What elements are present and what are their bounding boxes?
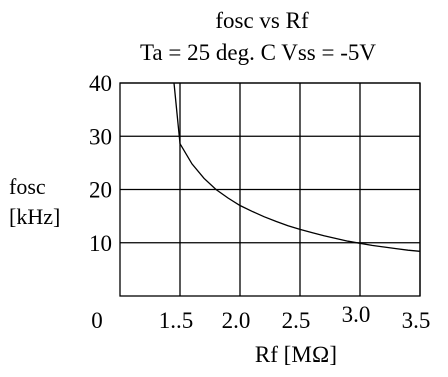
grid-lines [120,82,421,296]
chart-title: fosc vs Rf [215,8,309,33]
y-axis-label-line1: fosc [9,174,46,199]
y-axis-label-line2: [kHz] [9,204,60,229]
y-tick-label: 10 [89,231,112,256]
series-layer [173,82,421,252]
x-tick-label: 2.5 [282,308,311,333]
x-tick-label: 3.0 [342,302,371,327]
y-tick-label: 20 [89,178,112,203]
chart-subtitle: Ta = 25 deg. C Vss = -5V [140,40,376,65]
y-tick-label: 40 [89,71,112,96]
y-tick-labels: 10 20 30 40 [89,71,112,256]
x-axis-label: Rf [MΩ] [255,342,337,367]
x-tick-labels: 1..5 2.0 2.5 3.0 3.5 [159,302,431,333]
x-origin-label: 0 [91,308,103,333]
x-tick-label: 2.0 [222,308,251,333]
x-tick-label: 1..5 [159,308,194,333]
series-line-0 [173,82,421,252]
plot-frame [119,82,421,297]
x-tick-label: 3.5 [402,308,431,333]
y-tick-label: 30 [89,124,112,149]
